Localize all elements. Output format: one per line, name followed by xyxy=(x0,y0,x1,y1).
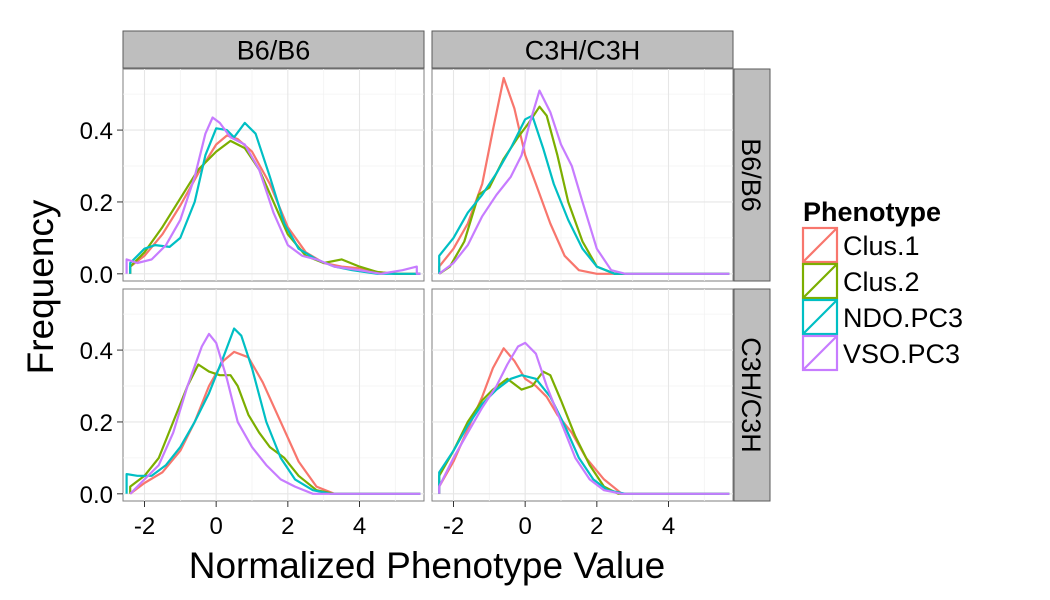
panel-background xyxy=(122,68,425,282)
panels-layer xyxy=(122,68,734,502)
x-tick-label: 2 xyxy=(590,513,603,540)
density-line-vso-pc3 xyxy=(438,89,730,275)
y-tick-label: 0.4 xyxy=(80,118,113,145)
ticks-layer: 0.0 0.2 0.4 0.0 0.2 0.4 -2 0 2 4 -2 0 2 4 xyxy=(80,118,676,540)
panel-series xyxy=(125,116,421,275)
panel-1-2 xyxy=(431,68,734,282)
x-tick-label: 0 xyxy=(518,513,531,540)
density-line-clus-1 xyxy=(129,134,421,275)
column-strip xyxy=(431,30,734,69)
density-line-clus-1 xyxy=(129,350,421,495)
y-tick-label: 0.0 xyxy=(80,482,113,509)
density-line-ndo-pc3 xyxy=(438,114,730,275)
legend-key-line xyxy=(802,227,838,263)
y-tick-label: 0.2 xyxy=(80,410,113,437)
legend-label: NDO.PC3 xyxy=(843,303,963,333)
row-strip-label: C3H/C3H xyxy=(736,337,766,453)
y-tick-label: 0.4 xyxy=(80,338,113,365)
x-tick-label: 2 xyxy=(281,513,294,540)
strips-layer: B6/B6 C3H/C3H B6/B6 C3H/C3H xyxy=(122,30,771,502)
panel-1-1 xyxy=(122,68,425,282)
row-strip xyxy=(733,68,771,282)
density-line-clus-1 xyxy=(438,347,730,495)
column-strip-label: B6/B6 xyxy=(237,36,311,66)
x-tick-label: 0 xyxy=(209,513,222,540)
row-strip-label: B6/B6 xyxy=(736,138,766,212)
density-line-clus-2 xyxy=(129,363,421,495)
panel-series xyxy=(125,327,421,495)
panel-2-2 xyxy=(431,288,734,502)
x-axis-title: Normalized Phenotype Value xyxy=(189,545,665,586)
y-axis-title: Frequency xyxy=(20,199,61,374)
legend-item: Clus.1 xyxy=(801,226,920,264)
panel-series xyxy=(438,341,730,495)
density-line-clus-2 xyxy=(438,370,730,495)
panel-background xyxy=(122,288,425,502)
x-tick-label: 4 xyxy=(662,513,675,540)
legend-key-line xyxy=(802,263,838,299)
density-line-clus-2 xyxy=(438,105,730,275)
legend-item: Clus.2 xyxy=(801,262,920,300)
legend-label: Clus.2 xyxy=(843,267,920,297)
legend-title: Phenotype xyxy=(803,197,941,227)
panel-series xyxy=(438,76,730,275)
legend-label: VSO.PC3 xyxy=(843,339,960,369)
density-line-vso-pc3 xyxy=(129,332,421,495)
column-strip xyxy=(122,30,425,69)
y-tick-label: 0.0 xyxy=(80,262,113,289)
density-line-vso-pc3 xyxy=(125,116,421,275)
density-line-vso-pc3 xyxy=(438,341,730,495)
legend: Phenotype Clus.1 Clus.2 NDO.PC3 VSO.PC3 xyxy=(801,197,963,372)
legend-label: Clus.1 xyxy=(843,231,920,261)
x-tick-label: -2 xyxy=(443,513,464,540)
legend-key-line xyxy=(802,299,838,335)
panel-2-1 xyxy=(122,288,425,502)
legend-items: Clus.1 Clus.2 NDO.PC3 VSO.PC3 xyxy=(801,226,963,372)
legend-item: VSO.PC3 xyxy=(801,334,960,372)
panel-background xyxy=(431,68,734,282)
legend-key-line xyxy=(802,335,838,371)
row-strip xyxy=(733,288,771,502)
x-tick-label: -2 xyxy=(134,513,155,540)
x-tick-label: 4 xyxy=(353,513,366,540)
density-line-clus-1 xyxy=(438,76,730,275)
column-strip-label: C3H/C3H xyxy=(525,36,641,66)
y-tick-label: 0.2 xyxy=(80,190,113,217)
density-line-ndo-pc3 xyxy=(125,327,421,495)
legend-item: NDO.PC3 xyxy=(801,298,963,336)
